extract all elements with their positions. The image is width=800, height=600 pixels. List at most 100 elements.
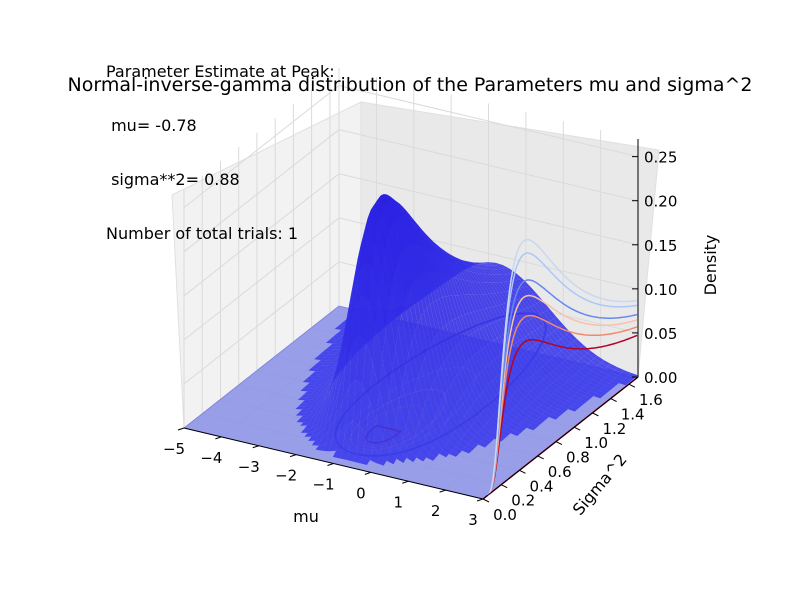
surface-patch <box>461 259 472 263</box>
grid-line-z <box>183 173 639 297</box>
surface-patch <box>315 392 325 402</box>
surface-patch <box>352 294 362 345</box>
surface-patch <box>451 408 461 426</box>
x-tick-mark <box>289 454 297 458</box>
surface-patch <box>435 254 445 275</box>
surface-patch <box>539 300 550 311</box>
surface-patch <box>323 379 334 408</box>
surface-patch <box>465 264 476 273</box>
surface-patch <box>581 366 592 374</box>
surface-patch <box>338 331 349 392</box>
surface-patch <box>534 328 545 340</box>
surface-patch <box>440 361 451 391</box>
surface-patch <box>382 330 393 393</box>
surface-patch <box>534 396 545 405</box>
y-tick-mark <box>628 383 636 388</box>
surface-patch <box>436 298 447 328</box>
surface-patch <box>368 269 379 326</box>
surface-patch <box>311 438 322 446</box>
surface-patch <box>402 426 413 451</box>
surface-patch <box>341 295 351 351</box>
x-tick-label: 0 <box>356 484 366 502</box>
surface-patch <box>567 398 578 404</box>
surface-patch <box>571 352 582 361</box>
surface-patch <box>486 418 497 429</box>
surface-patch <box>578 368 589 376</box>
surface-patch <box>479 294 490 309</box>
surface-patch <box>448 275 458 296</box>
surface-patch <box>471 263 481 269</box>
surface-patch <box>472 272 483 283</box>
surface-patch <box>573 338 584 348</box>
surface-patch <box>486 263 496 266</box>
surface-patch <box>548 405 559 412</box>
x-tick-label: −2 <box>275 467 297 485</box>
surface-patch <box>462 338 473 361</box>
surface-patch <box>506 423 517 431</box>
surface-patch <box>363 434 374 461</box>
surface-patch <box>472 354 483 374</box>
surface-patch <box>300 388 311 392</box>
surface-patch <box>321 362 332 366</box>
surface-patch <box>526 295 537 306</box>
surface-patch <box>335 332 346 336</box>
surface-patch <box>312 400 323 411</box>
surface-patch <box>316 378 327 383</box>
surface-patch <box>513 289 524 299</box>
z-tick-label: 0.10 <box>644 281 677 299</box>
surface-patch <box>410 281 421 325</box>
surface-patch <box>496 269 507 275</box>
surface-patch <box>558 406 568 412</box>
surface-patch <box>516 424 527 431</box>
surface-patch <box>464 430 475 441</box>
surface-patch <box>446 322 457 350</box>
surface-patch <box>439 297 450 325</box>
surface-patch <box>594 365 605 372</box>
surface-patch <box>519 421 530 428</box>
surface-patch <box>513 358 524 372</box>
surface-patch <box>477 310 488 327</box>
surface-patch <box>359 385 370 435</box>
surface-patch <box>321 412 332 439</box>
surface-patch <box>383 194 394 201</box>
surface-patch <box>526 363 537 375</box>
surface-patch <box>417 275 427 313</box>
surface-patch <box>510 344 520 359</box>
surface-patch <box>453 258 463 270</box>
surface-patch <box>305 401 316 407</box>
surface-patch <box>349 421 360 453</box>
surface-patch <box>493 338 504 355</box>
surface-patch <box>521 396 532 406</box>
surface-patch <box>422 247 433 273</box>
surface-patch <box>415 423 426 446</box>
surface-patch <box>484 435 495 442</box>
surface-patch <box>526 285 537 295</box>
surface-patch <box>328 361 339 366</box>
surface-patch <box>542 411 552 417</box>
surface-patch <box>573 392 584 399</box>
surface-patch <box>307 387 318 392</box>
surface-patch <box>308 401 319 409</box>
surface-patch <box>483 406 494 419</box>
surface-patch <box>480 264 491 269</box>
surface-patch <box>522 408 533 416</box>
surface-patch <box>319 370 329 375</box>
surface-patch <box>535 407 546 414</box>
surface-patch <box>585 373 596 380</box>
surface-patch <box>566 389 577 396</box>
surface-patch <box>605 375 616 381</box>
surface-patch <box>387 200 398 224</box>
surface-patch <box>586 390 597 396</box>
surface-patch <box>318 412 328 434</box>
surface-patch <box>309 379 320 383</box>
surface-patch <box>297 397 308 401</box>
surface-patch <box>517 386 528 397</box>
surface-patch <box>475 374 486 392</box>
surface-patch <box>457 421 468 435</box>
surface-patch <box>337 323 348 328</box>
surface-patch <box>499 268 510 275</box>
surface-patch <box>422 233 432 253</box>
surface-patch <box>529 360 540 372</box>
surface-patch <box>453 346 463 371</box>
surface-patch <box>303 416 314 423</box>
